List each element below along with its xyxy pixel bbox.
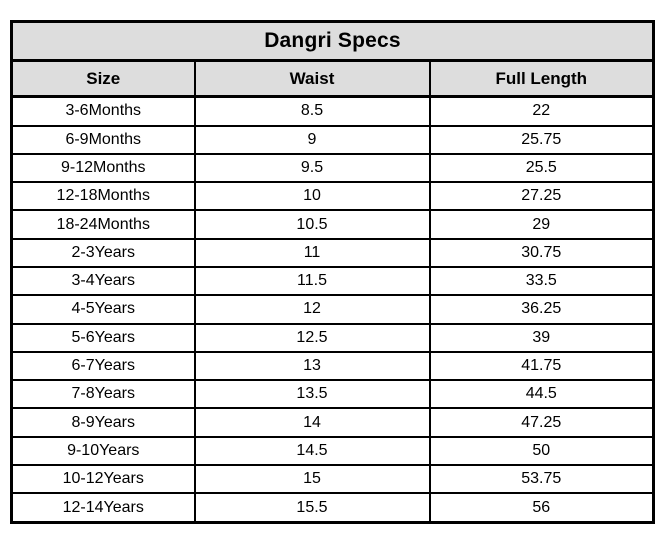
cell-full-length: 53.75 — [428, 464, 655, 495]
cell-full-length: 33.5 — [428, 265, 655, 297]
column-header-size: Size — [10, 59, 196, 98]
table-row: 6-7Years 13 41.75 — [10, 350, 655, 382]
cell-waist: 8.5 — [193, 95, 431, 127]
cell-size: 3-4Years — [10, 265, 196, 297]
cell-full-length: 39 — [428, 322, 655, 353]
cell-size: 2-3Years — [10, 237, 196, 268]
dangri-specs-table: Dangri Specs Size Waist Full Length 3-6M… — [10, 20, 656, 524]
table-row: 7-8Years 13.5 44.5 — [10, 379, 655, 410]
cell-full-length: 25.75 — [428, 124, 655, 155]
cell-waist: 11 — [193, 237, 431, 268]
table-row: 10-12Years 15 53.75 — [10, 464, 655, 495]
cell-size: 4-5Years — [10, 294, 196, 325]
table-row: 6-9Months 9 25.75 — [10, 124, 655, 155]
cell-waist: 15 — [193, 464, 431, 495]
cell-full-length: 41.75 — [428, 350, 655, 382]
cell-size: 6-9Months — [10, 124, 196, 155]
cell-waist: 12 — [193, 294, 431, 325]
cell-waist: 10.5 — [193, 209, 431, 240]
table-row: 3-6Months 8.5 22 — [10, 95, 655, 127]
cell-waist: 9.5 — [193, 152, 431, 184]
cell-full-length: 27.25 — [428, 181, 655, 212]
table-row: 2-3Years 11 30.75 — [10, 237, 655, 268]
cell-full-length: 22 — [428, 95, 655, 127]
table-row: 3-4Years 11.5 33.5 — [10, 265, 655, 297]
cell-waist: 13 — [193, 350, 431, 382]
cell-waist: 12.5 — [193, 322, 431, 353]
table-row: 8-9Years 14 47.25 — [10, 407, 655, 438]
cell-waist: 11.5 — [193, 265, 431, 297]
cell-waist: 13.5 — [193, 379, 431, 410]
cell-size: 9-10Years — [10, 435, 196, 467]
column-header-waist: Waist — [193, 59, 431, 98]
cell-waist: 9 — [193, 124, 431, 155]
cell-size: 8-9Years — [10, 407, 196, 438]
cell-size: 12-14Years — [10, 492, 196, 524]
cell-full-length: 29 — [428, 209, 655, 240]
table-row: 9-12Months 9.5 25.5 — [10, 152, 655, 184]
table-title: Dangri Specs — [10, 20, 655, 62]
cell-size: 3-6Months — [10, 95, 196, 127]
table-row: 12-18Months 10 27.25 — [10, 181, 655, 212]
cell-full-length: 30.75 — [428, 237, 655, 268]
cell-waist: 10 — [193, 181, 431, 212]
cell-size: 5-6Years — [10, 322, 196, 353]
table-header-row: Size Waist Full Length — [10, 59, 655, 98]
cell-waist: 14 — [193, 407, 431, 438]
cell-size: 10-12Years — [10, 464, 196, 495]
table-body: 3-6Months 8.5 22 6-9Months 9 25.75 9-12Months 9… — [10, 95, 655, 524]
table-row: 18-24Months 10.5 29 — [10, 209, 655, 240]
column-header-full-length: Full Length — [428, 59, 655, 98]
table-row: 9-10Years 14.5 50 — [10, 435, 655, 467]
cell-waist: 15.5 — [193, 492, 431, 524]
cell-full-length: 56 — [428, 492, 655, 524]
cell-full-length: 25.5 — [428, 152, 655, 184]
table-row: 5-6Years 12.5 39 — [10, 322, 655, 353]
cell-size: 9-12Months — [10, 152, 196, 184]
table-row: 4-5Years 12 36.25 — [10, 294, 655, 325]
cell-size: 7-8Years — [10, 379, 196, 410]
cell-full-length: 50 — [428, 435, 655, 467]
cell-size: 18-24Months — [10, 209, 196, 240]
cell-waist: 14.5 — [193, 435, 431, 467]
cell-full-length: 47.25 — [428, 407, 655, 438]
cell-size: 6-7Years — [10, 350, 196, 382]
cell-full-length: 36.25 — [428, 294, 655, 325]
cell-size: 12-18Months — [10, 181, 196, 212]
table-row: 12-14Years 15.5 56 — [10, 492, 655, 524]
table-title-row: Dangri Specs — [10, 20, 655, 62]
cell-full-length: 44.5 — [428, 379, 655, 410]
